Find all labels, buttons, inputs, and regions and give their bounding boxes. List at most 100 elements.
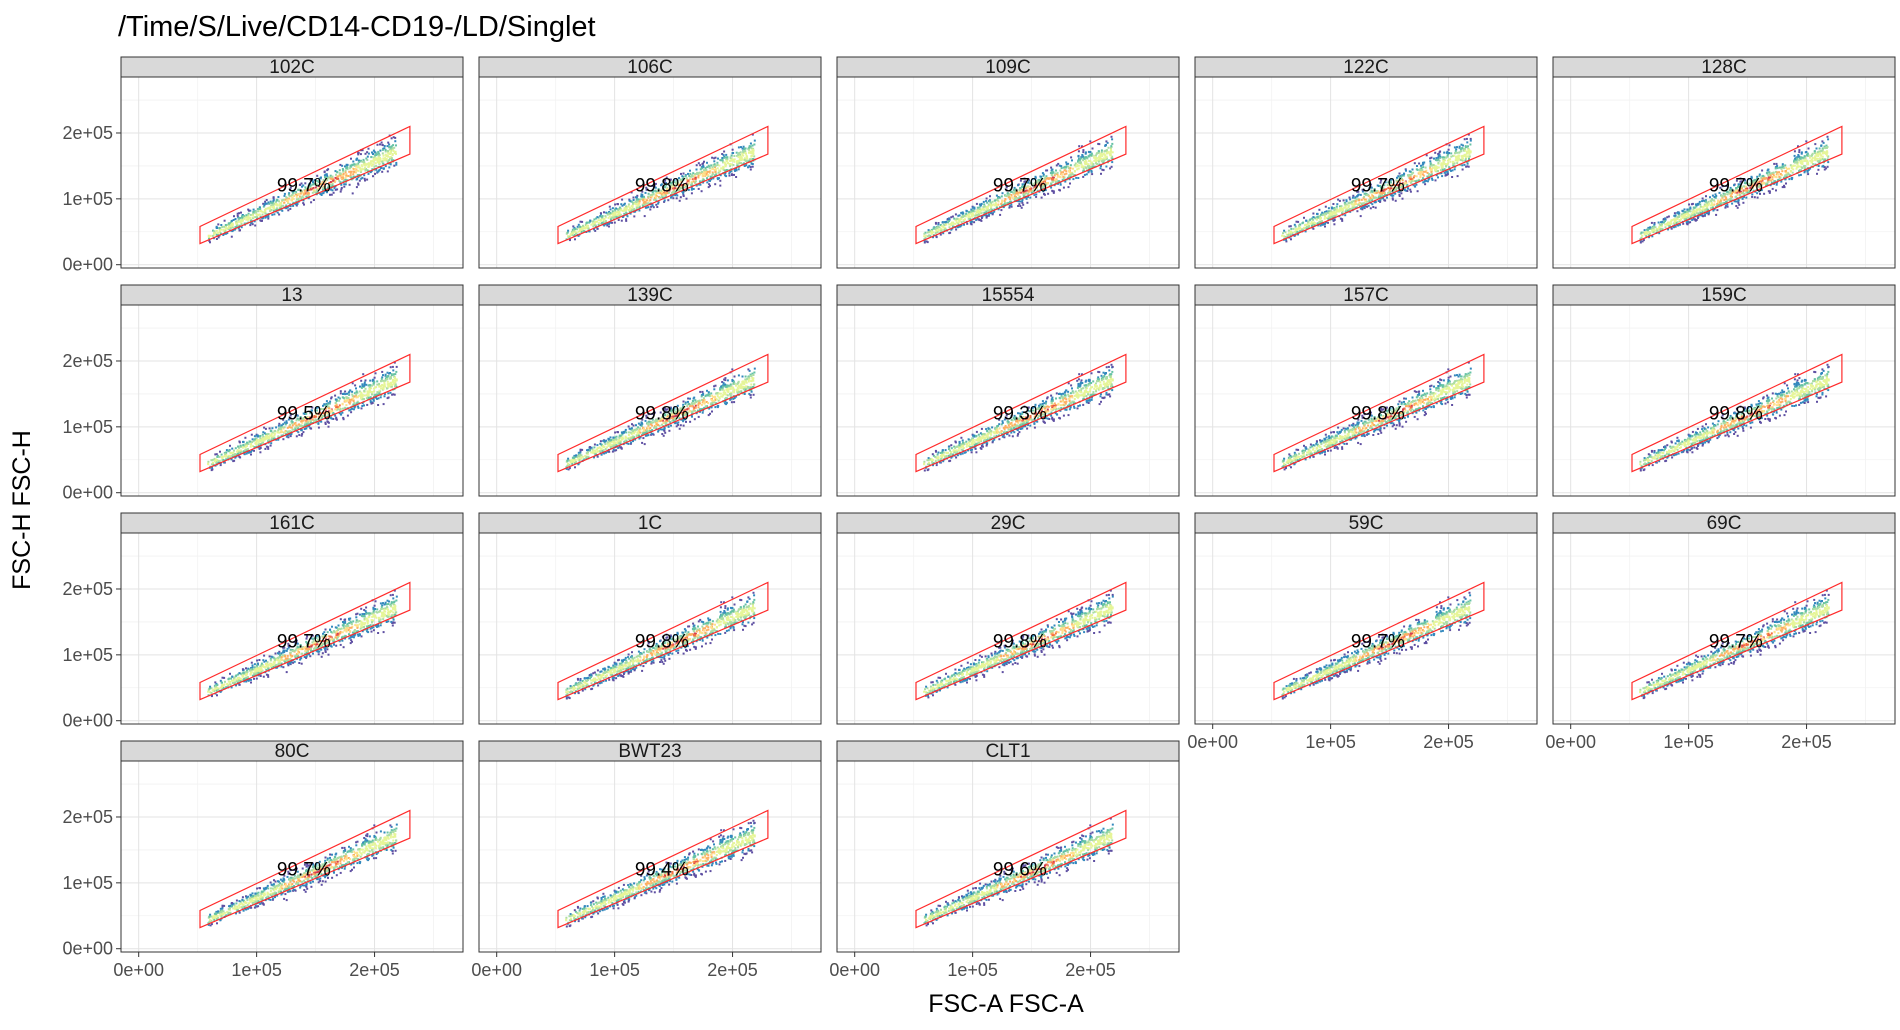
- data-point: [384, 158, 387, 161]
- data-point: [719, 174, 722, 177]
- data-point: [1101, 155, 1104, 157]
- data-point: [744, 147, 747, 150]
- data-point: [663, 181, 666, 184]
- data-point: [361, 160, 364, 163]
- data-point: [1419, 171, 1422, 174]
- data-point: [1794, 161, 1796, 164]
- data-point: [377, 152, 380, 155]
- data-point: [307, 184, 310, 187]
- data-point: [611, 216, 614, 219]
- chart-title: /Time/S/Live/CD14-CD19-/LD/Singlet: [118, 11, 596, 43]
- data-point: [747, 148, 750, 151]
- data-point: [1358, 198, 1361, 201]
- data-point: [230, 222, 233, 225]
- data-point: [272, 198, 275, 201]
- data-point: [1811, 157, 1814, 159]
- data-point: [267, 215, 270, 218]
- data-point: [1673, 212, 1676, 215]
- data-point: [660, 193, 663, 196]
- data-point: [1342, 199, 1345, 202]
- data-point: [307, 187, 310, 190]
- data-point: [1688, 214, 1690, 217]
- data-point: [1804, 151, 1807, 154]
- data-point: [1456, 155, 1459, 158]
- data-point: [1798, 151, 1801, 154]
- data-point: [1010, 205, 1013, 208]
- data-point: [321, 192, 324, 195]
- data-point: [1767, 168, 1770, 171]
- data-point: [1695, 208, 1698, 211]
- data-point: [1065, 170, 1068, 173]
- data-point: [217, 223, 220, 226]
- data-point: [382, 147, 385, 150]
- data-point: [636, 200, 639, 203]
- data-point: [1701, 206, 1704, 209]
- data-point: [297, 198, 300, 201]
- data-point: [1723, 199, 1726, 201]
- data-point: [341, 164, 344, 167]
- data-point: [264, 207, 267, 210]
- data-point: [332, 179, 335, 182]
- data-point: [1799, 162, 1802, 165]
- data-point: [1767, 174, 1770, 177]
- data-point: [1357, 203, 1360, 206]
- gate-percent-label: 99.7%: [1709, 176, 1763, 197]
- data-point: [263, 204, 266, 207]
- data-point: [966, 222, 969, 225]
- data-point: [1312, 216, 1315, 219]
- data-point: [261, 433, 264, 436]
- data-point: [248, 209, 250, 212]
- data-point: [634, 202, 636, 205]
- data-point: [733, 155, 736, 157]
- data-point: [1082, 167, 1085, 170]
- data-point: [339, 174, 342, 177]
- data-point: [267, 201, 270, 204]
- data-point: [394, 140, 397, 143]
- data-point: [602, 218, 605, 221]
- data-point: [215, 225, 218, 228]
- facet-strip-label: 128C: [1701, 57, 1746, 78]
- data-point: [223, 219, 226, 222]
- data-point: [255, 213, 258, 216]
- data-point: [701, 175, 704, 178]
- data-point: [1784, 170, 1787, 173]
- data-point: [366, 169, 369, 172]
- data-point: [1453, 154, 1456, 157]
- data-point: [1646, 228, 1649, 231]
- data-point: [750, 150, 752, 153]
- data-point: [687, 172, 689, 175]
- data-point: [684, 185, 687, 188]
- data-point: [249, 213, 252, 216]
- data-point: [626, 205, 629, 208]
- data-point: [232, 229, 235, 232]
- data-point: [605, 220, 607, 223]
- data-point: [1348, 196, 1351, 199]
- data-point: [706, 170, 709, 173]
- data-point: [390, 137, 393, 140]
- data-point: [1349, 207, 1352, 210]
- data-point: [322, 183, 325, 185]
- data-point: [375, 158, 378, 161]
- data-point: [733, 173, 735, 176]
- data-point: [1106, 152, 1109, 154]
- data-point: [222, 234, 225, 236]
- data-point: [675, 178, 678, 181]
- data-point: [365, 167, 367, 170]
- data-point: [714, 170, 717, 173]
- data-point: [389, 163, 392, 166]
- data-point: [673, 187, 676, 190]
- data-point: [1813, 150, 1816, 153]
- data-point: [262, 205, 265, 208]
- data-point: [722, 166, 725, 169]
- data-point: [1677, 211, 1680, 214]
- data-point: [379, 160, 382, 162]
- data-point: [614, 215, 617, 218]
- data-point: [744, 152, 747, 154]
- data-point: [743, 157, 746, 160]
- data-point: [1334, 214, 1336, 217]
- data-point: [290, 195, 293, 198]
- data-point: [323, 190, 326, 193]
- data-point: [209, 234, 212, 237]
- data-point: [595, 217, 598, 220]
- data-point: [678, 199, 681, 202]
